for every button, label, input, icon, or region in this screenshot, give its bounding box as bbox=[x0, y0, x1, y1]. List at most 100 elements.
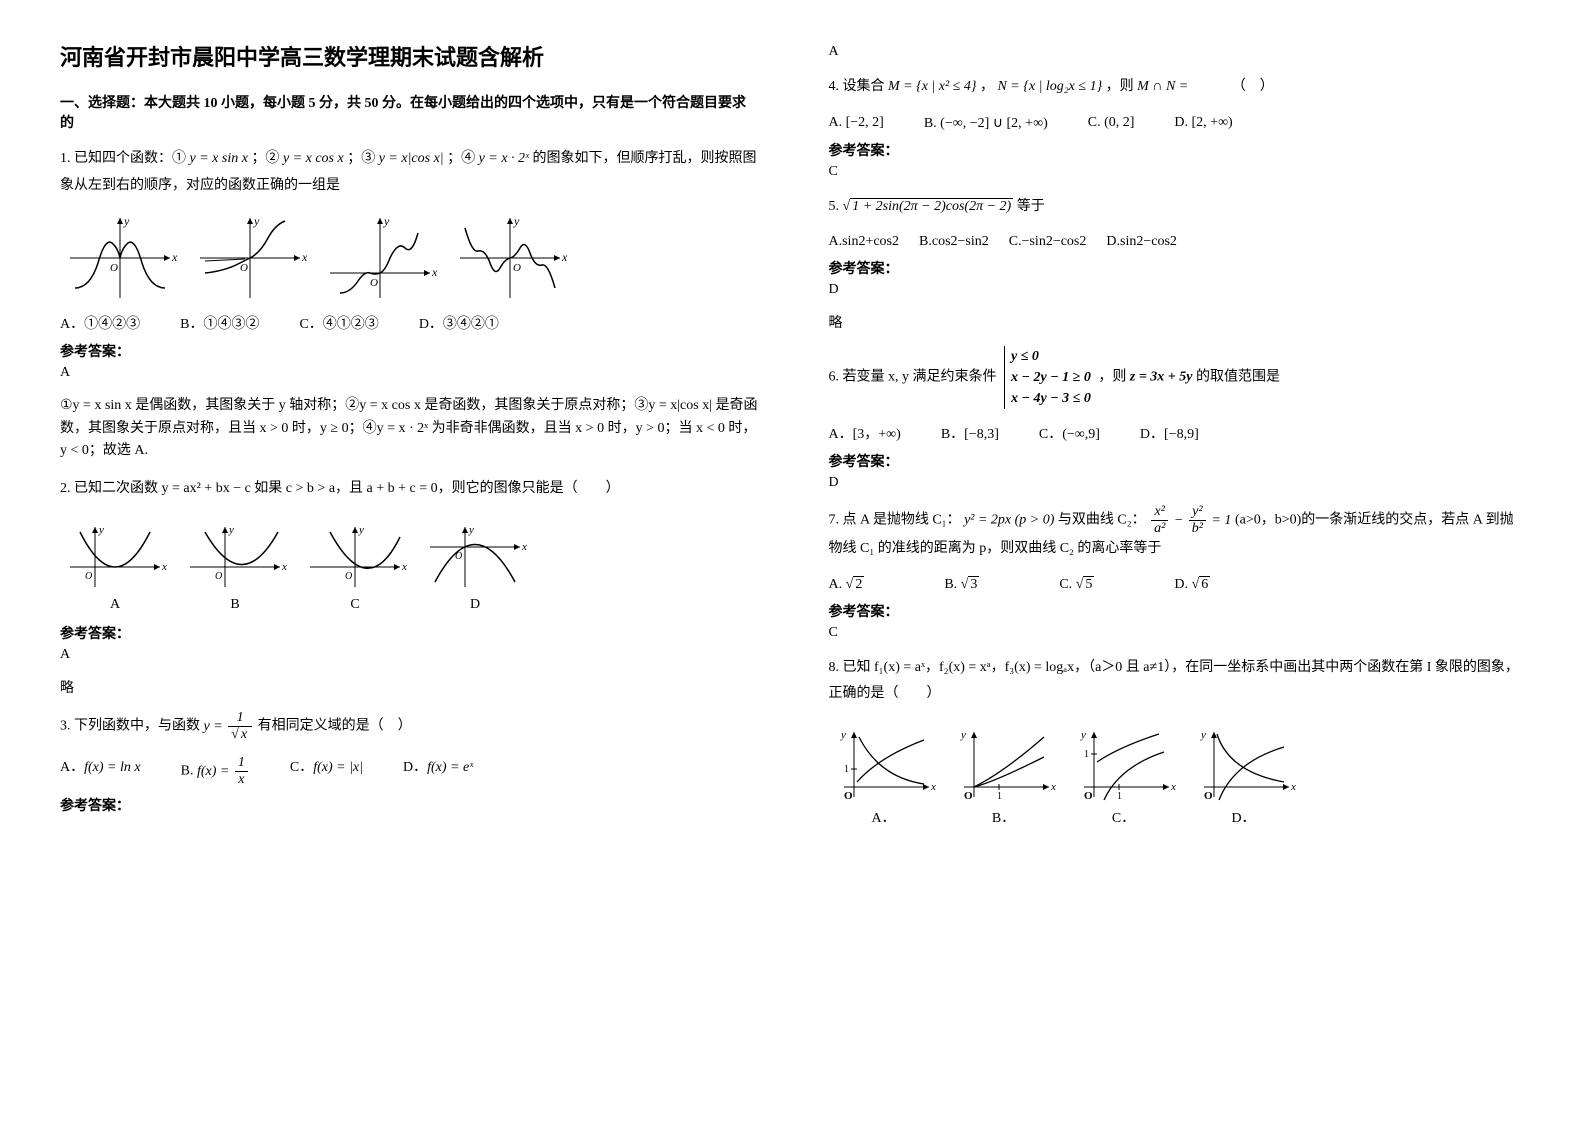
q1-graph-4: x y O bbox=[450, 213, 570, 303]
q5-optD: D.sin2−cos2 bbox=[1106, 234, 1177, 250]
question-4: 4. 设集合 M = {x | x² ≤ 4} ， N = {x | log₂x… bbox=[829, 74, 1528, 101]
q6-optC: C．(−∞,9] bbox=[1039, 423, 1100, 443]
q7-sqC: 5 bbox=[1083, 576, 1094, 592]
q1-optB: B．①④③② bbox=[180, 313, 259, 333]
q4-N: N = {x | log₂x ≤ 1} bbox=[997, 79, 1102, 94]
q1-optC: C．④①②③ bbox=[299, 313, 378, 333]
svg-text:y: y bbox=[123, 214, 130, 228]
q2-answer2: 略 bbox=[60, 677, 759, 697]
svg-text:x: x bbox=[401, 561, 407, 573]
q4-MN: M ∩ N = bbox=[1137, 79, 1188, 94]
q3-optD-pre: D． bbox=[403, 760, 427, 775]
q1-graphs: x y O x y O x y bbox=[60, 213, 759, 303]
q5-options: A.sin2+cos2 B.cos2−sin2 C.−sin2−cos2 D.s… bbox=[829, 234, 1528, 250]
q6-options: A．[3，+∞) B．[−8,3] C．(−∞,9] D．[−8,9] bbox=[829, 423, 1528, 443]
q3-optB-pre: B. bbox=[181, 764, 194, 779]
q3-optC-pre: C． bbox=[290, 760, 313, 775]
svg-text:x: x bbox=[1290, 781, 1296, 793]
q2-labelC: C bbox=[300, 597, 410, 613]
svg-text:y: y bbox=[253, 214, 260, 228]
q8-labelB: B． bbox=[992, 811, 1015, 826]
svg-text:O: O bbox=[215, 571, 222, 582]
svg-text:O: O bbox=[964, 790, 973, 802]
svg-text:y: y bbox=[228, 524, 234, 536]
q2-graph-B: x y O bbox=[180, 517, 290, 597]
q8-graphs: x y O 1 A． x y O bbox=[829, 722, 1528, 827]
q8-graph-C: x y O 1 1 bbox=[1069, 722, 1179, 807]
question-2: 2. 已知二次函数 y = ax² + bx − c 如果 c > b > a，… bbox=[60, 476, 759, 503]
q4-answer-label: 参考答案： bbox=[829, 140, 1528, 160]
question-8: 8. 已知 f₁(x) = aˣ，f₂(x) = xᵃ，f₃(x) = logₐ… bbox=[829, 655, 1528, 708]
q7-sqB: 3 bbox=[968, 576, 979, 592]
q3-answer-label: 参考答案： bbox=[60, 795, 759, 815]
svg-text:y: y bbox=[383, 214, 390, 228]
q4-sep: ， bbox=[980, 79, 994, 94]
q8-labelA: A． bbox=[871, 811, 895, 826]
svg-text:O: O bbox=[240, 262, 248, 274]
svg-text:O: O bbox=[1204, 790, 1213, 802]
svg-text:y: y bbox=[358, 524, 364, 536]
q4-optA: A. [−2, 2] bbox=[829, 115, 884, 132]
svg-text:y: y bbox=[98, 524, 104, 536]
q6-answer: D bbox=[829, 475, 1528, 491]
q2-labelD: D bbox=[420, 597, 530, 613]
q7-answer: C bbox=[829, 625, 1528, 641]
q3-optC: f(x) = |x| bbox=[313, 760, 363, 775]
q4-stem-prefix: 4. 设集合 bbox=[829, 79, 889, 94]
q7-options: A. √2 B. √3 C. √5 D. √6 bbox=[829, 577, 1528, 593]
q6-z: z = 3x + 5y bbox=[1130, 370, 1193, 385]
q6-stem-prefix: 6. 若变量 x, y 满足约束条件 bbox=[829, 370, 1001, 385]
q1-optD: D．③④②① bbox=[419, 313, 499, 333]
q1-f1: y = x sin x bbox=[190, 151, 248, 166]
q7-optA-pre: A. bbox=[829, 577, 843, 592]
q4-optB: B. (−∞, −2] ∪ [2, +∞) bbox=[924, 115, 1048, 132]
q5-optC: C.−sin2−cos2 bbox=[1009, 234, 1087, 250]
q3-options: A．f(x) = ln x B. f(x) = 1x C．f(x) = |x| … bbox=[60, 756, 759, 787]
q2-labelB: B bbox=[180, 597, 290, 613]
q3-optA-pre: A． bbox=[60, 760, 84, 775]
q4-optC: C. (0, 2] bbox=[1088, 115, 1135, 132]
question-3: 3. 下列函数中，与函数 y = 1√x 有相同定义域的是（ ） bbox=[60, 711, 759, 742]
question-5: 5. √1 + 2sin(2π − 2)cos(2π − 2) 等于 bbox=[829, 194, 1528, 221]
q8-labelD: D． bbox=[1231, 811, 1255, 826]
q4-options: A. [−2, 2] B. (−∞, −2] ∪ [2, +∞) C. (0, … bbox=[829, 115, 1528, 132]
q1-graph-2: x y O bbox=[190, 213, 310, 303]
q4-paren: （ ） bbox=[1232, 79, 1274, 94]
q6-optD: D．[−8,9] bbox=[1140, 423, 1199, 443]
svg-text:x: x bbox=[561, 250, 568, 264]
q7-sqA: 2 bbox=[853, 576, 864, 592]
svg-text:O: O bbox=[1084, 790, 1093, 802]
svg-text:1: 1 bbox=[844, 764, 849, 775]
q1-f3: y = x|cos x| bbox=[379, 151, 444, 166]
svg-text:x: x bbox=[1050, 781, 1056, 793]
q2-graph-A: x y O bbox=[60, 517, 170, 597]
q6-stem-suffix: 的取值范围是 bbox=[1196, 370, 1280, 385]
q3-optA: f(x) = ln x bbox=[84, 760, 140, 775]
q7-answer-label: 参考答案： bbox=[829, 601, 1528, 621]
svg-text:x: x bbox=[930, 781, 936, 793]
svg-text:1: 1 bbox=[1084, 749, 1089, 760]
svg-text:y: y bbox=[513, 214, 520, 228]
q3-stem-prefix: 3. 下列函数中，与函数 bbox=[60, 719, 204, 734]
svg-text:y: y bbox=[1080, 729, 1086, 741]
q8-stem: 8. 已知 f₁(x) = aˣ，f₂(x) = xᵃ，f₃(x) = logₐ… bbox=[829, 660, 1519, 702]
q4-stem-mid: ，则 bbox=[1106, 79, 1138, 94]
q2-labelA: A bbox=[60, 597, 170, 613]
svg-text:x: x bbox=[521, 541, 527, 553]
q6-stem-mid: ，则 bbox=[1098, 370, 1130, 385]
q1-options: A．①④②③ B．①④③② C．④①②③ D．③④②① bbox=[60, 313, 759, 333]
q3-answer: A bbox=[829, 44, 1528, 60]
q1-sep2: ；③ bbox=[347, 151, 375, 166]
svg-text:x: x bbox=[171, 250, 178, 264]
svg-text:x: x bbox=[431, 265, 438, 279]
svg-text:x: x bbox=[161, 561, 167, 573]
q1-answer-label: 参考答案： bbox=[60, 341, 759, 361]
q8-graph-D: x y O bbox=[1189, 722, 1299, 807]
q5-optB: B.cos2−sin2 bbox=[919, 234, 989, 250]
q1-sep1: ；② bbox=[251, 151, 279, 166]
question-6: 6. 若变量 x, y 满足约束条件 y ≤ 0 x − 2y − 1 ≥ 0 … bbox=[829, 346, 1528, 409]
q6-optA: A．[3，+∞) bbox=[829, 423, 901, 443]
q2-stem: 2. 已知二次函数 y = ax² + bx − c 如果 c > b > a，… bbox=[60, 481, 620, 496]
q1-stem-prefix: 1. 已知四个函数：① bbox=[60, 151, 186, 166]
q3-optD: f(x) = eˣ bbox=[427, 760, 473, 775]
